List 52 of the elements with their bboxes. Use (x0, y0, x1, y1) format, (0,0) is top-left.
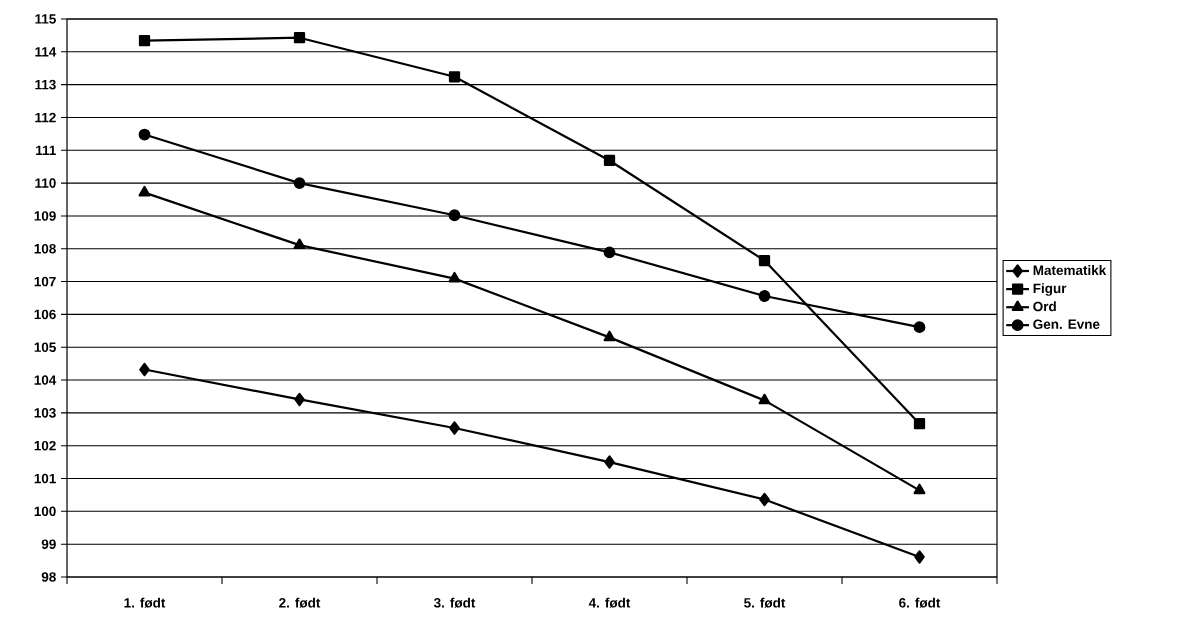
point (138, 35, 151, 47)
legend-label: Ord (1033, 301, 1056, 312)
x-tick-label: 2. født (279, 597, 321, 608)
y-tick-label: 114 (35, 47, 57, 57)
point (448, 209, 461, 222)
x-tick-label: 5. født (744, 597, 786, 608)
y-tick-label: 102 (34, 440, 56, 451)
x-tick-label: 1. født (124, 597, 166, 608)
y-tick-label: 107 (34, 276, 56, 287)
y-tick-label: 105 (34, 342, 56, 352)
y-tick-label: 108 (34, 243, 56, 254)
y-tick-label: 106 (34, 309, 56, 320)
point (603, 246, 616, 259)
point (138, 128, 151, 141)
legend-label: Gen. Evne (1033, 319, 1100, 329)
legend-label: Figur (1033, 283, 1067, 296)
point (604, 455, 615, 469)
point (293, 32, 306, 44)
point (913, 483, 926, 495)
point (913, 321, 926, 334)
point (913, 418, 926, 430)
point (603, 154, 616, 167)
point (914, 550, 925, 564)
point (758, 290, 771, 302)
point (293, 177, 306, 190)
y-tick-label: 109 (34, 211, 56, 221)
point (449, 421, 460, 435)
point (138, 185, 151, 197)
x-tick-label: 3. født (433, 597, 476, 608)
y-tick-label: 100 (34, 506, 56, 517)
point (603, 330, 616, 342)
x-tick-label: 6. født (899, 597, 941, 608)
y-tick-label: 103 (34, 408, 56, 418)
y-tick-label: 104 (34, 375, 57, 385)
y-tick-label: 99 (41, 539, 56, 549)
y-tick-label: 111 (36, 145, 56, 155)
point (448, 271, 461, 283)
x-tick-label: 4. født (588, 597, 631, 608)
y-tick-label: 112 (35, 112, 56, 123)
point (293, 238, 306, 250)
y-tick-label: 115 (35, 14, 56, 24)
point (294, 392, 305, 407)
y-tick-label: 101 (34, 473, 56, 484)
point (758, 393, 771, 405)
point (759, 492, 770, 507)
y-tick-label: 113 (35, 79, 56, 90)
legend-label: Matematikk (1033, 265, 1107, 276)
y-tick-label: 98 (41, 572, 56, 582)
y-tick-label: 110 (35, 178, 56, 188)
point (758, 254, 771, 267)
point (448, 71, 461, 83)
point (139, 362, 150, 377)
